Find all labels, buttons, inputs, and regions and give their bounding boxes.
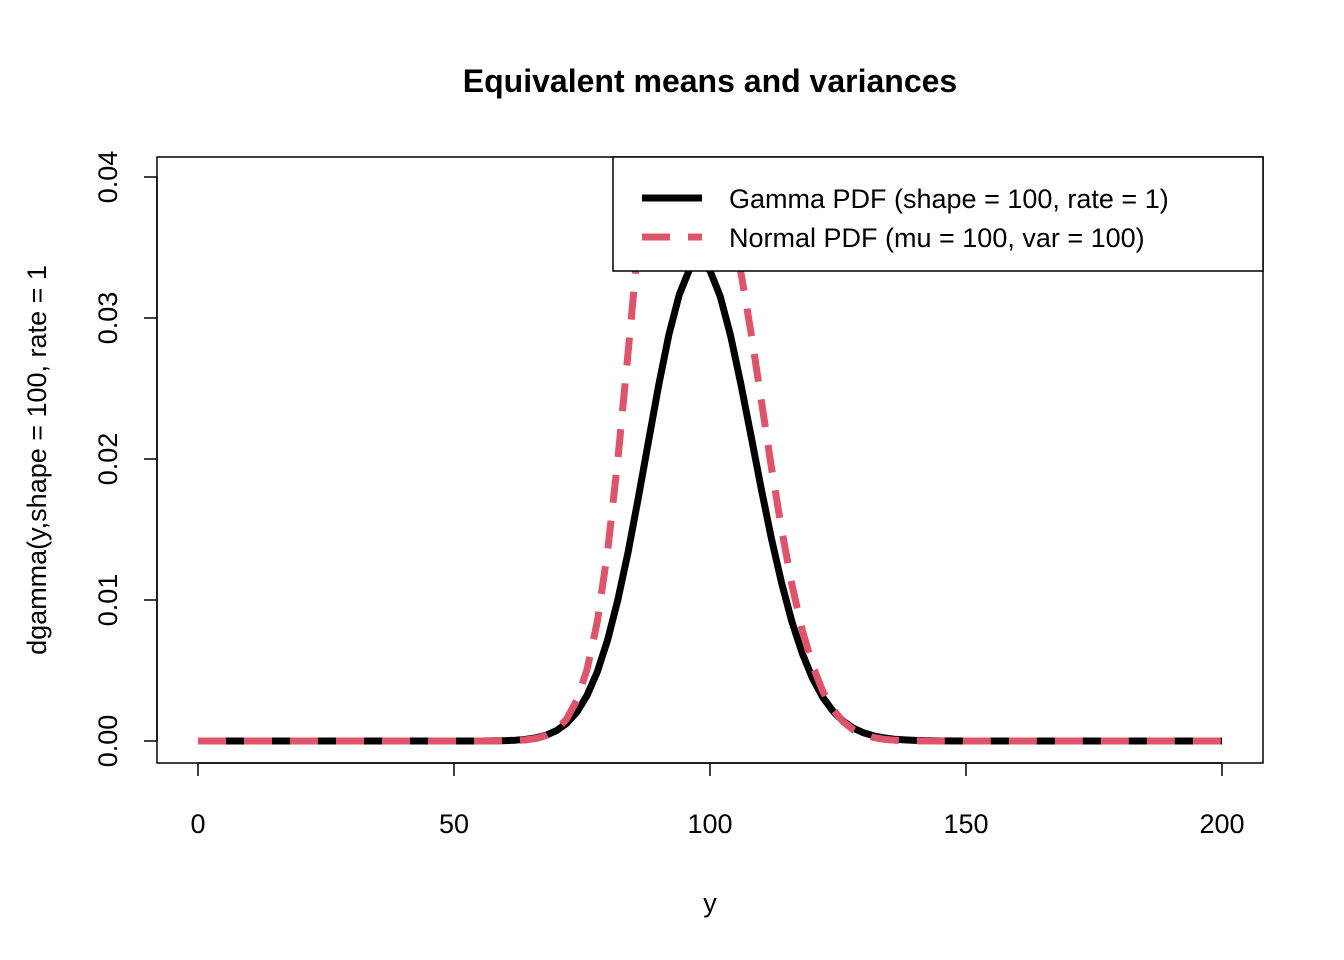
x-tick-label: 200 <box>1199 809 1244 839</box>
x-tick-label: 100 <box>687 809 732 839</box>
x-axis-label: y <box>703 888 717 918</box>
legend-box <box>612 156 1264 272</box>
x-tick-label: 0 <box>190 809 205 839</box>
chart-title: Equivalent means and variances <box>463 63 957 99</box>
y-tick-label: 0.01 <box>93 574 123 627</box>
y-tick-label: 0.03 <box>93 292 123 345</box>
series-line-1 <box>198 257 1222 745</box>
legend-label-1: Gamma PDF (shape = 100, rate = 1) <box>729 184 1169 214</box>
y-tick-label: 0.02 <box>93 433 123 486</box>
x-tick-label: 50 <box>439 809 469 839</box>
y-tick-label: 0.00 <box>93 715 123 768</box>
legend-label-2: Normal PDF (mu = 100, var = 100) <box>729 223 1145 253</box>
y-axis-label: dgamma(y,shape = 100, rate = 1 <box>22 265 52 655</box>
axes: 0 50 100 150 200 0.00 0.01 0.02 0.03 0.04 <box>93 151 1264 839</box>
x-tick-label: 150 <box>943 809 988 839</box>
y-tick-label: 0.04 <box>93 151 123 204</box>
legend: Gamma PDF (shape = 100, rate = 1) Normal … <box>612 156 1264 272</box>
